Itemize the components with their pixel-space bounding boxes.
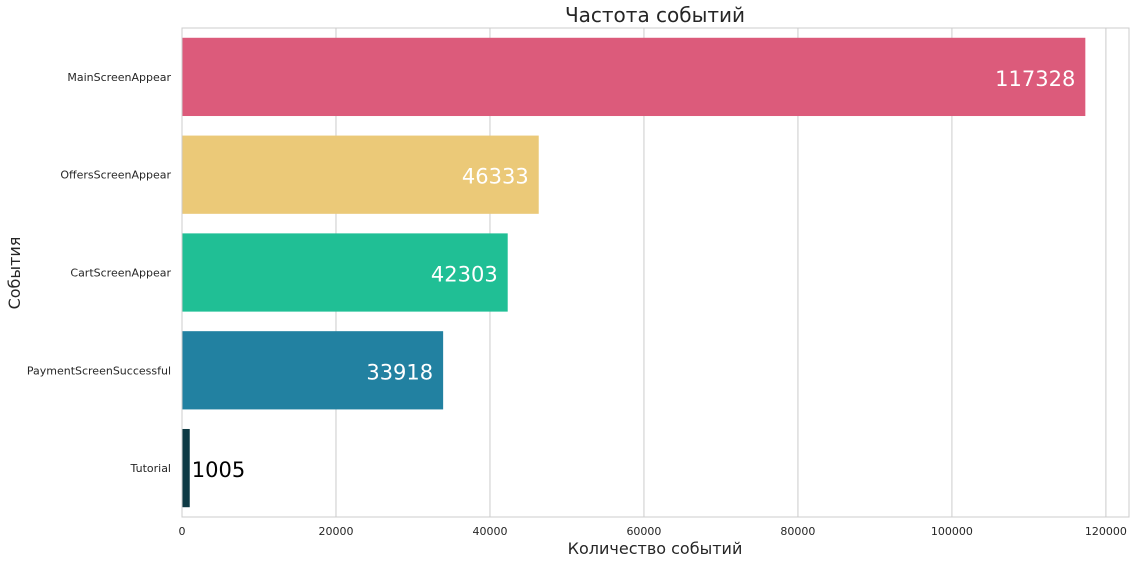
plot-frame: [181, 27, 1130, 518]
bars: [182, 37, 1086, 508]
bar: [182, 37, 1086, 117]
y-tick-label: CartScreenAppear: [70, 267, 171, 280]
x-axis-title: Количество событий: [568, 539, 743, 558]
x-tick-label: 40000: [472, 525, 507, 538]
x-tick-label: 20000: [318, 525, 353, 538]
x-axis-ticks: 0 20000 40000 60000 80000 100000 120000: [179, 525, 1127, 538]
x-tick-label: 0: [179, 525, 186, 538]
y-tick-label: OffersScreenAppear: [60, 169, 171, 182]
bar-value-label: 42303: [431, 263, 498, 287]
bar-value-label: 33918: [366, 360, 433, 384]
bar: [182, 135, 539, 214]
bar: [182, 233, 508, 312]
x-tick-label: 100000: [931, 525, 973, 538]
y-tick-label: PaymentScreenSuccessful: [27, 364, 171, 377]
y-tick-label: MainScreenAppear: [67, 71, 171, 84]
bar-value-label: 1005: [192, 458, 245, 482]
bar-value-label: 46333: [462, 165, 529, 189]
chart-title: Частота событий: [565, 3, 745, 27]
data-labels: 117328 46333 42303 33918 1005: [192, 67, 1076, 482]
bar: [182, 428, 190, 508]
x-tick-label: 60000: [626, 525, 661, 538]
bar-value-label: 117328: [995, 67, 1075, 91]
y-tick-label: Tutorial: [130, 462, 171, 475]
x-tick-label: 80000: [780, 525, 815, 538]
y-axis-ticks: MainScreenAppear OffersScreenAppear CartSc…: [27, 71, 172, 475]
x-tick-label: 120000: [1085, 525, 1127, 538]
bar: [182, 331, 444, 410]
y-axis-title: События: [5, 237, 24, 310]
